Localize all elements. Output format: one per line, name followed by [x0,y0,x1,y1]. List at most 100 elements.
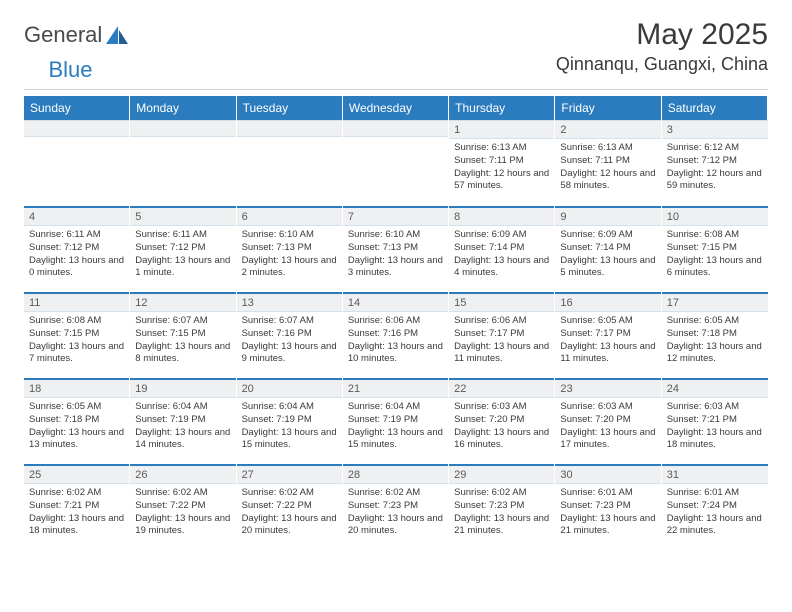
daylight-text: Daylight: 13 hours and 21 minutes. [454,513,549,539]
sunset-text: Sunset: 7:12 PM [667,155,763,168]
day-cell-30: 30Sunrise: 6:01 AMSunset: 7:23 PMDayligh… [555,464,661,550]
day-number: 13 [237,292,342,312]
calendar-grid: SundayMondayTuesdayWednesdayThursdayFrid… [24,96,768,550]
daylight-text: Daylight: 12 hours and 57 minutes. [454,168,549,194]
day-cell-17: 17Sunrise: 6:05 AMSunset: 7:18 PMDayligh… [662,292,768,378]
day-data: Sunrise: 6:09 AMSunset: 7:14 PMDaylight:… [449,226,554,285]
sunset-text: Sunset: 7:14 PM [560,242,655,255]
sunset-text: Sunset: 7:13 PM [242,242,337,255]
day-data: Sunrise: 6:02 AMSunset: 7:23 PMDaylight:… [343,484,448,543]
sunrise-text: Sunrise: 6:03 AM [667,401,763,414]
sunset-text: Sunset: 7:15 PM [135,328,230,341]
day-data: Sunrise: 6:10 AMSunset: 7:13 PMDaylight:… [237,226,342,285]
day-data: Sunrise: 6:02 AMSunset: 7:22 PMDaylight:… [237,484,342,543]
dow-header-sunday: Sunday [24,96,130,120]
sunset-text: Sunset: 7:14 PM [454,242,549,255]
daylight-text: Daylight: 13 hours and 15 minutes. [242,427,337,453]
day-cell-1: 1Sunrise: 6:13 AMSunset: 7:11 PMDaylight… [449,120,555,206]
day-number: 11 [24,292,129,312]
day-cell-21: 21 Sunrise: 6:04 AMSunset: 7:19 PMDayligh… [343,378,449,464]
day-data: Sunrise: 6:06 AMSunset: 7:17 PMDaylight:… [449,312,554,371]
day-data: Sunrise: 6:07 AMSunset: 7:16 PMDaylight:… [237,312,342,371]
day-cell-14: 14Sunrise: 6:06 AMSunset: 7:16 PMDayligh… [343,292,449,378]
day-number: 3 [662,120,768,139]
sunrise-text: Sunrise: 6:06 AM [454,315,549,328]
day-data: Sunrise: 6:05 AMSunset: 7:18 PMDaylight:… [662,312,768,371]
sunrise-text: Sunrise: 6:03 AM [454,401,549,414]
day-number: 5 [130,206,235,226]
day-data: Sunrise: 6:13 AMSunset: 7:11 PMDaylight:… [555,139,660,198]
sunrise-text: Sunrise: 6:05 AM [667,315,763,328]
day-data: Sunrise: 6:05 AMSunset: 7:18 PMDaylight:… [24,398,129,457]
daylight-text: Daylight: 13 hours and 18 minutes. [29,513,124,539]
sunset-text: Sunset: 7:19 PM [242,414,337,427]
day-cell-27: 27Sunrise: 6:02 AMSunset: 7:22 PMDayligh… [237,464,343,550]
daylight-text: Daylight: 13 hours and 17 minutes. [560,427,655,453]
sunset-text: Sunset: 7:20 PM [560,414,655,427]
daylight-text: Daylight: 13 hours and 0 minutes. [29,255,124,281]
daylight-text: Daylight: 13 hours and 15 minutes. [348,427,443,453]
day-number: 19 [130,378,235,398]
sunset-text: Sunset: 7:19 PM [348,414,443,427]
daylight-text: Daylight: 13 hours and 2 minutes. [242,255,337,281]
day-cell-28: 28Sunrise: 6:02 AMSunset: 7:23 PMDayligh… [343,464,449,550]
sunrise-text: Sunrise: 6:07 AM [135,315,230,328]
day-cell-4: 4Sunrise: 6:11 AMSunset: 7:12 PMDaylight… [24,206,130,292]
sunset-text: Sunset: 7:11 PM [454,155,549,168]
day-cell-24: 24Sunrise: 6:03 AMSunset: 7:21 PMDayligh… [662,378,768,464]
dow-header-tuesday: Tuesday [237,96,343,120]
day-cell-7: 7Sunrise: 6:10 AMSunset: 7:13 PMDaylight… [343,206,449,292]
day-data: Sunrise: 6:04 AMSunset: 7:19 PMDaylight:… [130,398,235,457]
day-number: 14 [343,292,448,312]
day-cell-empty [130,120,236,206]
sunrise-text: Sunrise: 6:04 AM [242,401,337,414]
day-number: 9 [555,206,660,226]
day-data: Sunrise: 6:01 AMSunset: 7:24 PMDaylight:… [662,484,768,543]
daylight-text: Daylight: 13 hours and 4 minutes. [454,255,549,281]
sunrise-text: Sunrise: 6:01 AM [560,487,655,500]
daylight-text: Daylight: 13 hours and 7 minutes. [29,341,124,367]
day-number: 4 [24,206,129,226]
daylight-text: Daylight: 13 hours and 21 minutes. [560,513,655,539]
sunrise-text: Sunrise: 6:09 AM [560,229,655,242]
sunset-text: Sunset: 7:21 PM [29,500,124,513]
day-cell-13: 13Sunrise: 6:07 AMSunset: 7:16 PMDayligh… [237,292,343,378]
logo: General [24,22,132,48]
day-data: Sunrise: 6:05 AMSunset: 7:17 PMDaylight:… [555,312,660,371]
daylight-text: Daylight: 13 hours and 5 minutes. [560,255,655,281]
day-data: Sunrise: 6:03 AMSunset: 7:20 PMDaylight:… [449,398,554,457]
day-cell-12: 12Sunrise: 6:07 AMSunset: 7:15 PMDayligh… [130,292,236,378]
day-cell-9: 9Sunrise: 6:09 AMSunset: 7:14 PMDaylight… [555,206,661,292]
sunset-text: Sunset: 7:11 PM [560,155,655,168]
day-cell-26: 26Sunrise: 6:02 AMSunset: 7:22 PMDayligh… [130,464,236,550]
daylight-text: Daylight: 13 hours and 11 minutes. [454,341,549,367]
daylight-text: Daylight: 13 hours and 11 minutes. [560,341,655,367]
title-block: May 2025 Qinnanqu, Guangxi, China [556,18,768,75]
sunset-text: Sunset: 7:16 PM [242,328,337,341]
sunrise-text: Sunrise: 6:04 AM [135,401,230,414]
logo-text-left: General [24,22,102,48]
daylight-text: Daylight: 13 hours and 9 minutes. [242,341,337,367]
daylight-text: Daylight: 13 hours and 1 minute. [135,255,230,281]
daylight-text: Daylight: 12 hours and 58 minutes. [560,168,655,194]
day-number: 29 [449,464,554,484]
day-data: Sunrise: 6:02 AMSunset: 7:22 PMDaylight:… [130,484,235,543]
day-number: 28 [343,464,448,484]
day-number: 2 [555,120,660,139]
day-number: 21 [343,378,448,398]
day-data: Sunrise: 6:08 AMSunset: 7:15 PMDaylight:… [24,312,129,371]
sunrise-text: Sunrise: 6:04 AM [348,401,443,414]
logo-text-right: Blue [48,57,92,82]
day-data: Sunrise: 6:06 AMSunset: 7:16 PMDaylight:… [343,312,448,371]
sunset-text: Sunset: 7:18 PM [29,414,124,427]
sunset-text: Sunset: 7:17 PM [454,328,549,341]
day-cell-3: 3Sunrise: 6:12 AMSunset: 7:12 PMDaylight… [662,120,768,206]
day-data: Sunrise: 6:09 AMSunset: 7:14 PMDaylight:… [555,226,660,285]
day-number: 1 [449,120,554,139]
sunset-text: Sunset: 7:23 PM [560,500,655,513]
day-cell-16: 16Sunrise: 6:05 AMSunset: 7:17 PMDayligh… [555,292,661,378]
sunrise-text: Sunrise: 6:05 AM [29,401,124,414]
daylight-text: Daylight: 13 hours and 18 minutes. [667,427,763,453]
daylight-text: Daylight: 13 hours and 16 minutes. [454,427,549,453]
sunrise-text: Sunrise: 6:08 AM [29,315,124,328]
